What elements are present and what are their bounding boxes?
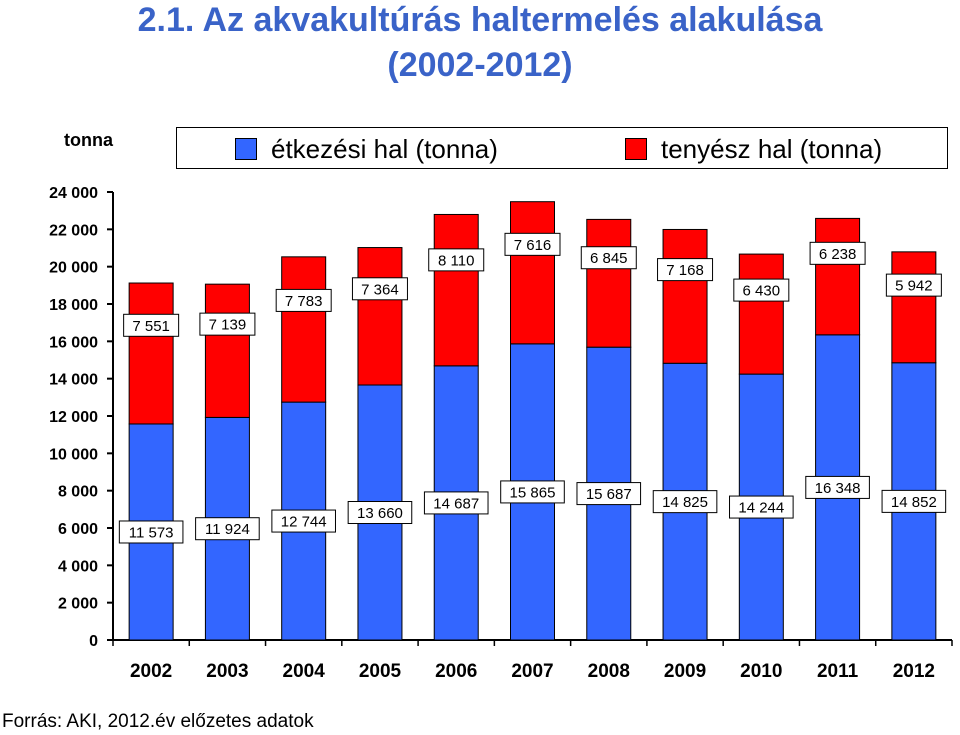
y-tick-label: 10 000 <box>49 446 98 463</box>
data-label-food-fish: 13 660 <box>357 505 403 522</box>
data-label-breeding-fish: 6 845 <box>590 250 628 267</box>
data-label-food-fish: 15 687 <box>586 486 632 503</box>
data-label-food-fish-box <box>881 489 947 513</box>
data-label-breeding-fish: 7 551 <box>132 318 170 335</box>
data-label-breeding-fish-box <box>809 241 866 265</box>
data-label-food-fish-box <box>118 520 184 544</box>
data-label-food-fish: 16 348 <box>815 480 861 497</box>
data-label-breeding-fish: 8 110 <box>438 252 474 269</box>
data-label-breeding-fish-box <box>885 273 942 297</box>
legend: étkezési hal (tonna) tenyész hal (tonna) <box>176 127 948 169</box>
x-tick-label: 2003 <box>206 661 248 682</box>
bar-breeding-fish <box>204 283 250 418</box>
x-tick-label: 2008 <box>588 661 630 682</box>
data-label-food-fish-box <box>423 491 489 515</box>
data-label-food-fish-box <box>652 490 718 514</box>
data-label-breeding-fish: 6 430 <box>743 283 781 300</box>
data-label-food-fish: 12 744 <box>281 514 327 531</box>
legend-swatch-blue <box>235 138 257 160</box>
source-note: Forrás: AKI, 2012.év előzetes adatok <box>2 711 314 732</box>
data-label-breeding-fish-box <box>504 232 561 256</box>
bar-breeding-fish <box>357 247 403 386</box>
legend-label-breeding-fish: tenyész hal (tonna) <box>661 133 883 164</box>
data-label-breeding-fish-box <box>351 277 408 301</box>
data-label-food-fish: 14 825 <box>662 494 708 511</box>
data-label-food-fish-box <box>347 501 413 525</box>
y-tick-label: 22 000 <box>49 222 98 239</box>
data-label-breeding-fish-box <box>657 258 714 282</box>
legend-swatch-red <box>625 138 647 160</box>
y-tick-label: 14 000 <box>49 372 98 389</box>
data-label-breeding-fish-box <box>123 313 180 337</box>
bar-breeding-fish <box>815 217 861 336</box>
x-tick-label: 2006 <box>435 661 477 682</box>
data-label-breeding-fish-box <box>580 246 637 270</box>
data-label-breeding-fish: 5 942 <box>895 278 933 295</box>
data-label-food-fish-box <box>500 480 565 504</box>
data-label-food-fish: 15 865 <box>510 484 556 501</box>
x-tick-label: 2011 <box>817 661 859 682</box>
data-label-breeding-fish: 7 168 <box>666 262 704 279</box>
data-label-breeding-fish: 7 616 <box>514 237 552 254</box>
y-tick-label: 8 000 <box>58 484 98 501</box>
data-label-breeding-fish-box <box>275 288 332 312</box>
x-tick-label: 2005 <box>359 661 402 682</box>
data-label-food-fish: 14 244 <box>738 500 784 517</box>
data-label-food-fish-box <box>271 509 336 533</box>
bar-breeding-fish <box>891 251 937 364</box>
y-tick-label: 16 000 <box>49 334 98 351</box>
y-axis-unit-label: tonna <box>64 130 113 150</box>
data-label-food-fish: 14 852 <box>891 494 937 511</box>
data-label-breeding-fish: 6 238 <box>819 246 857 263</box>
bar-breeding-fish <box>586 218 632 348</box>
bar-breeding-fish <box>281 256 327 403</box>
x-tick-label: 2004 <box>283 661 326 682</box>
data-label-breeding-fish: 7 783 <box>285 293 323 310</box>
x-tick-label: 2010 <box>740 661 782 682</box>
y-tick-label: 6 000 <box>58 521 98 538</box>
data-label-food-fish-box <box>195 517 260 541</box>
legend-label-food-fish: étkezési hal (tonna) <box>271 133 498 164</box>
chart-subtitle: (2002-2012) <box>387 46 573 84</box>
bar-breeding-fish <box>128 282 174 425</box>
y-tick-label: 4 000 <box>58 558 98 575</box>
chart-title: 2.1. Az akvakultúrás haltermelés alakulá… <box>137 1 823 39</box>
data-label-breeding-fish-box <box>199 312 256 336</box>
data-label-food-fish: 14 687 <box>433 495 479 512</box>
bar-breeding-fish <box>738 253 784 375</box>
data-label-breeding-fish: 7 364 <box>361 281 399 298</box>
bar-breeding-fish <box>433 213 479 367</box>
x-tick-label: 2012 <box>893 661 935 682</box>
legend-item-breeding-fish: tenyész hal (tonna) <box>625 133 883 164</box>
bar-breeding-fish <box>662 228 708 364</box>
data-label-food-fish-box <box>576 482 642 506</box>
x-tick-label: 2002 <box>130 661 172 682</box>
y-tick-label: 24 000 <box>49 185 98 202</box>
data-label-food-fish: 11 573 <box>129 524 174 541</box>
data-label-food-fish-box <box>805 475 870 499</box>
y-tick-label: 0 <box>89 633 98 650</box>
y-tick-label: 18 000 <box>49 297 98 314</box>
x-tick-label: 2007 <box>511 661 553 682</box>
y-tick-label: 20 000 <box>49 260 98 277</box>
data-label-breeding-fish-box <box>733 278 790 302</box>
y-tick-label: 2 000 <box>58 596 98 613</box>
data-label-food-fish-box <box>729 495 794 519</box>
x-tick-label: 2009 <box>664 661 706 682</box>
data-label-breeding-fish: 7 139 <box>209 317 247 334</box>
data-label-breeding-fish-box <box>428 248 485 272</box>
y-tick-label: 12 000 <box>49 409 98 426</box>
data-label-food-fish: 11 924 <box>205 521 250 538</box>
legend-item-food-fish: étkezési hal (tonna) <box>235 133 498 164</box>
bar-breeding-fish <box>510 201 555 345</box>
